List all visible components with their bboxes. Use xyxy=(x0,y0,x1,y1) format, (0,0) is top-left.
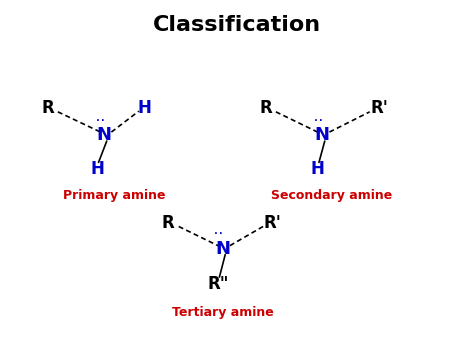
Text: Primary amine: Primary amine xyxy=(63,189,165,202)
Text: R': R' xyxy=(370,99,388,117)
Text: R: R xyxy=(162,214,174,232)
Text: Classification: Classification xyxy=(153,15,321,35)
Text: N: N xyxy=(97,126,112,144)
Text: R": R" xyxy=(207,275,229,293)
Text: N: N xyxy=(215,240,230,257)
Text: H: H xyxy=(90,160,104,178)
Text: N: N xyxy=(315,126,330,144)
Text: H: H xyxy=(137,99,152,117)
Text: ··: ·· xyxy=(95,116,107,126)
Text: Tertiary amine: Tertiary amine xyxy=(172,306,273,319)
Text: H: H xyxy=(310,160,325,178)
Text: Secondary amine: Secondary amine xyxy=(271,189,392,202)
Text: R: R xyxy=(259,99,272,117)
Text: R': R' xyxy=(264,214,282,232)
Text: ··: ·· xyxy=(213,229,225,239)
Text: ··: ·· xyxy=(313,116,324,126)
Text: R: R xyxy=(41,99,54,117)
